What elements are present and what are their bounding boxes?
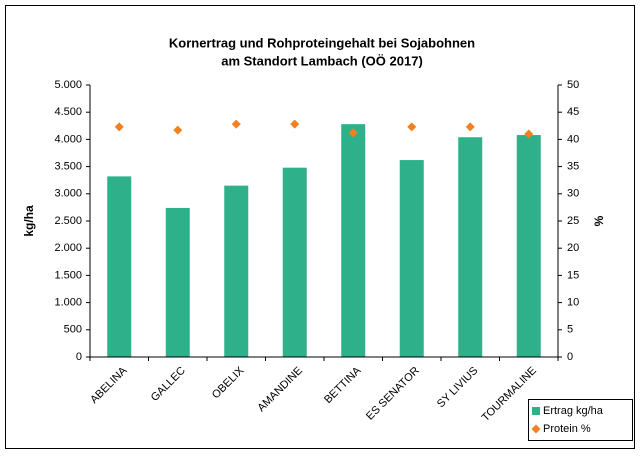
chart-title: Kornertrag und Rohproteingehalt bei Soja… (169, 35, 475, 50)
y-tick-label: 3.000 (54, 188, 82, 200)
legend (528, 399, 633, 441)
y2-tick-label: 20 (567, 242, 579, 254)
bar (341, 124, 366, 357)
y-tick-label: 2.500 (54, 215, 82, 227)
y-tick-label: 3.500 (54, 161, 82, 173)
bar (107, 176, 132, 357)
bar (516, 135, 541, 357)
marker (524, 129, 534, 139)
y-tick-label: 1.500 (54, 269, 82, 281)
marker (465, 122, 475, 132)
marker (231, 119, 241, 129)
y-tick-label: 5.000 (54, 79, 82, 91)
y2-tick-label: 30 (567, 188, 579, 200)
bar (399, 160, 424, 357)
bar (224, 185, 249, 357)
y-tick-label: 4.500 (54, 106, 82, 118)
y2-tick-label: 40 (567, 133, 579, 145)
marker (407, 122, 417, 132)
legend-swatch (531, 424, 541, 434)
marker (348, 128, 358, 138)
y2-axis-label: % (592, 215, 606, 226)
y-tick-label: 500 (64, 324, 82, 336)
y2-tick-label: 35 (567, 161, 579, 173)
y2-tick-label: 0 (567, 351, 573, 363)
y2-tick-label: 25 (567, 215, 579, 227)
y2-tick-label: 15 (567, 269, 579, 281)
marker (290, 119, 300, 129)
chart-title: am Standort Lambach (OÖ 2017) (221, 53, 423, 68)
legend-swatch (532, 407, 540, 415)
bar (282, 167, 307, 357)
y2-tick-label: 50 (567, 79, 579, 91)
y2-tick-label: 45 (567, 106, 579, 118)
y-tick-label: 4.000 (54, 133, 82, 145)
y-axis-label: kg/ha (22, 205, 36, 237)
y2-tick-label: 10 (567, 297, 579, 309)
bar (458, 137, 483, 357)
y-tick-label: 2.000 (54, 242, 82, 254)
marker (173, 125, 183, 135)
bar (165, 207, 190, 357)
legend-label: Ertrag kg/ha (543, 405, 604, 417)
y-tick-label: 0 (76, 351, 82, 363)
legend-label: Protein % (543, 423, 591, 435)
marker (114, 122, 124, 132)
y-tick-label: 1.000 (54, 297, 82, 309)
y2-tick-label: 5 (567, 324, 573, 336)
